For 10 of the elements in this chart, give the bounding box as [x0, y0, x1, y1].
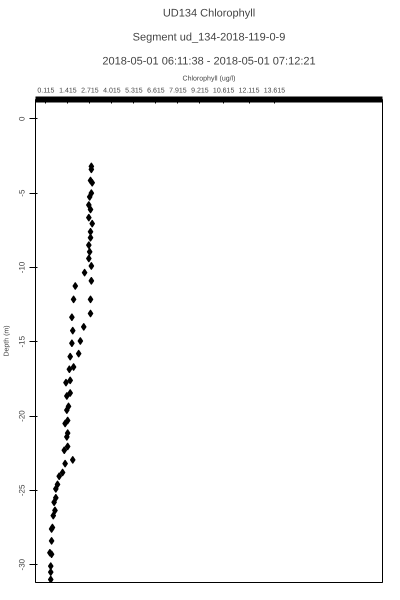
y-tick-label: -20 [18, 410, 26, 422]
y-tick-label: -10 [18, 261, 26, 274]
y-tick-label: -15 [18, 335, 26, 348]
text: 2018-05-01 06:11:38 - 2018-05-01 07:12:21 [102, 56, 316, 68]
y-tick-label: -30 [18, 558, 26, 570]
chart-title: UD134 Chlorophyll [162, 8, 256, 20]
chart-subtitle: Segment ud_134-2018-119-0-9 [132, 32, 286, 44]
y-tick-label: -5 [18, 189, 26, 197]
y-tick-label: 0 [18, 116, 26, 122]
y-tick-label: -25 [18, 484, 26, 496]
